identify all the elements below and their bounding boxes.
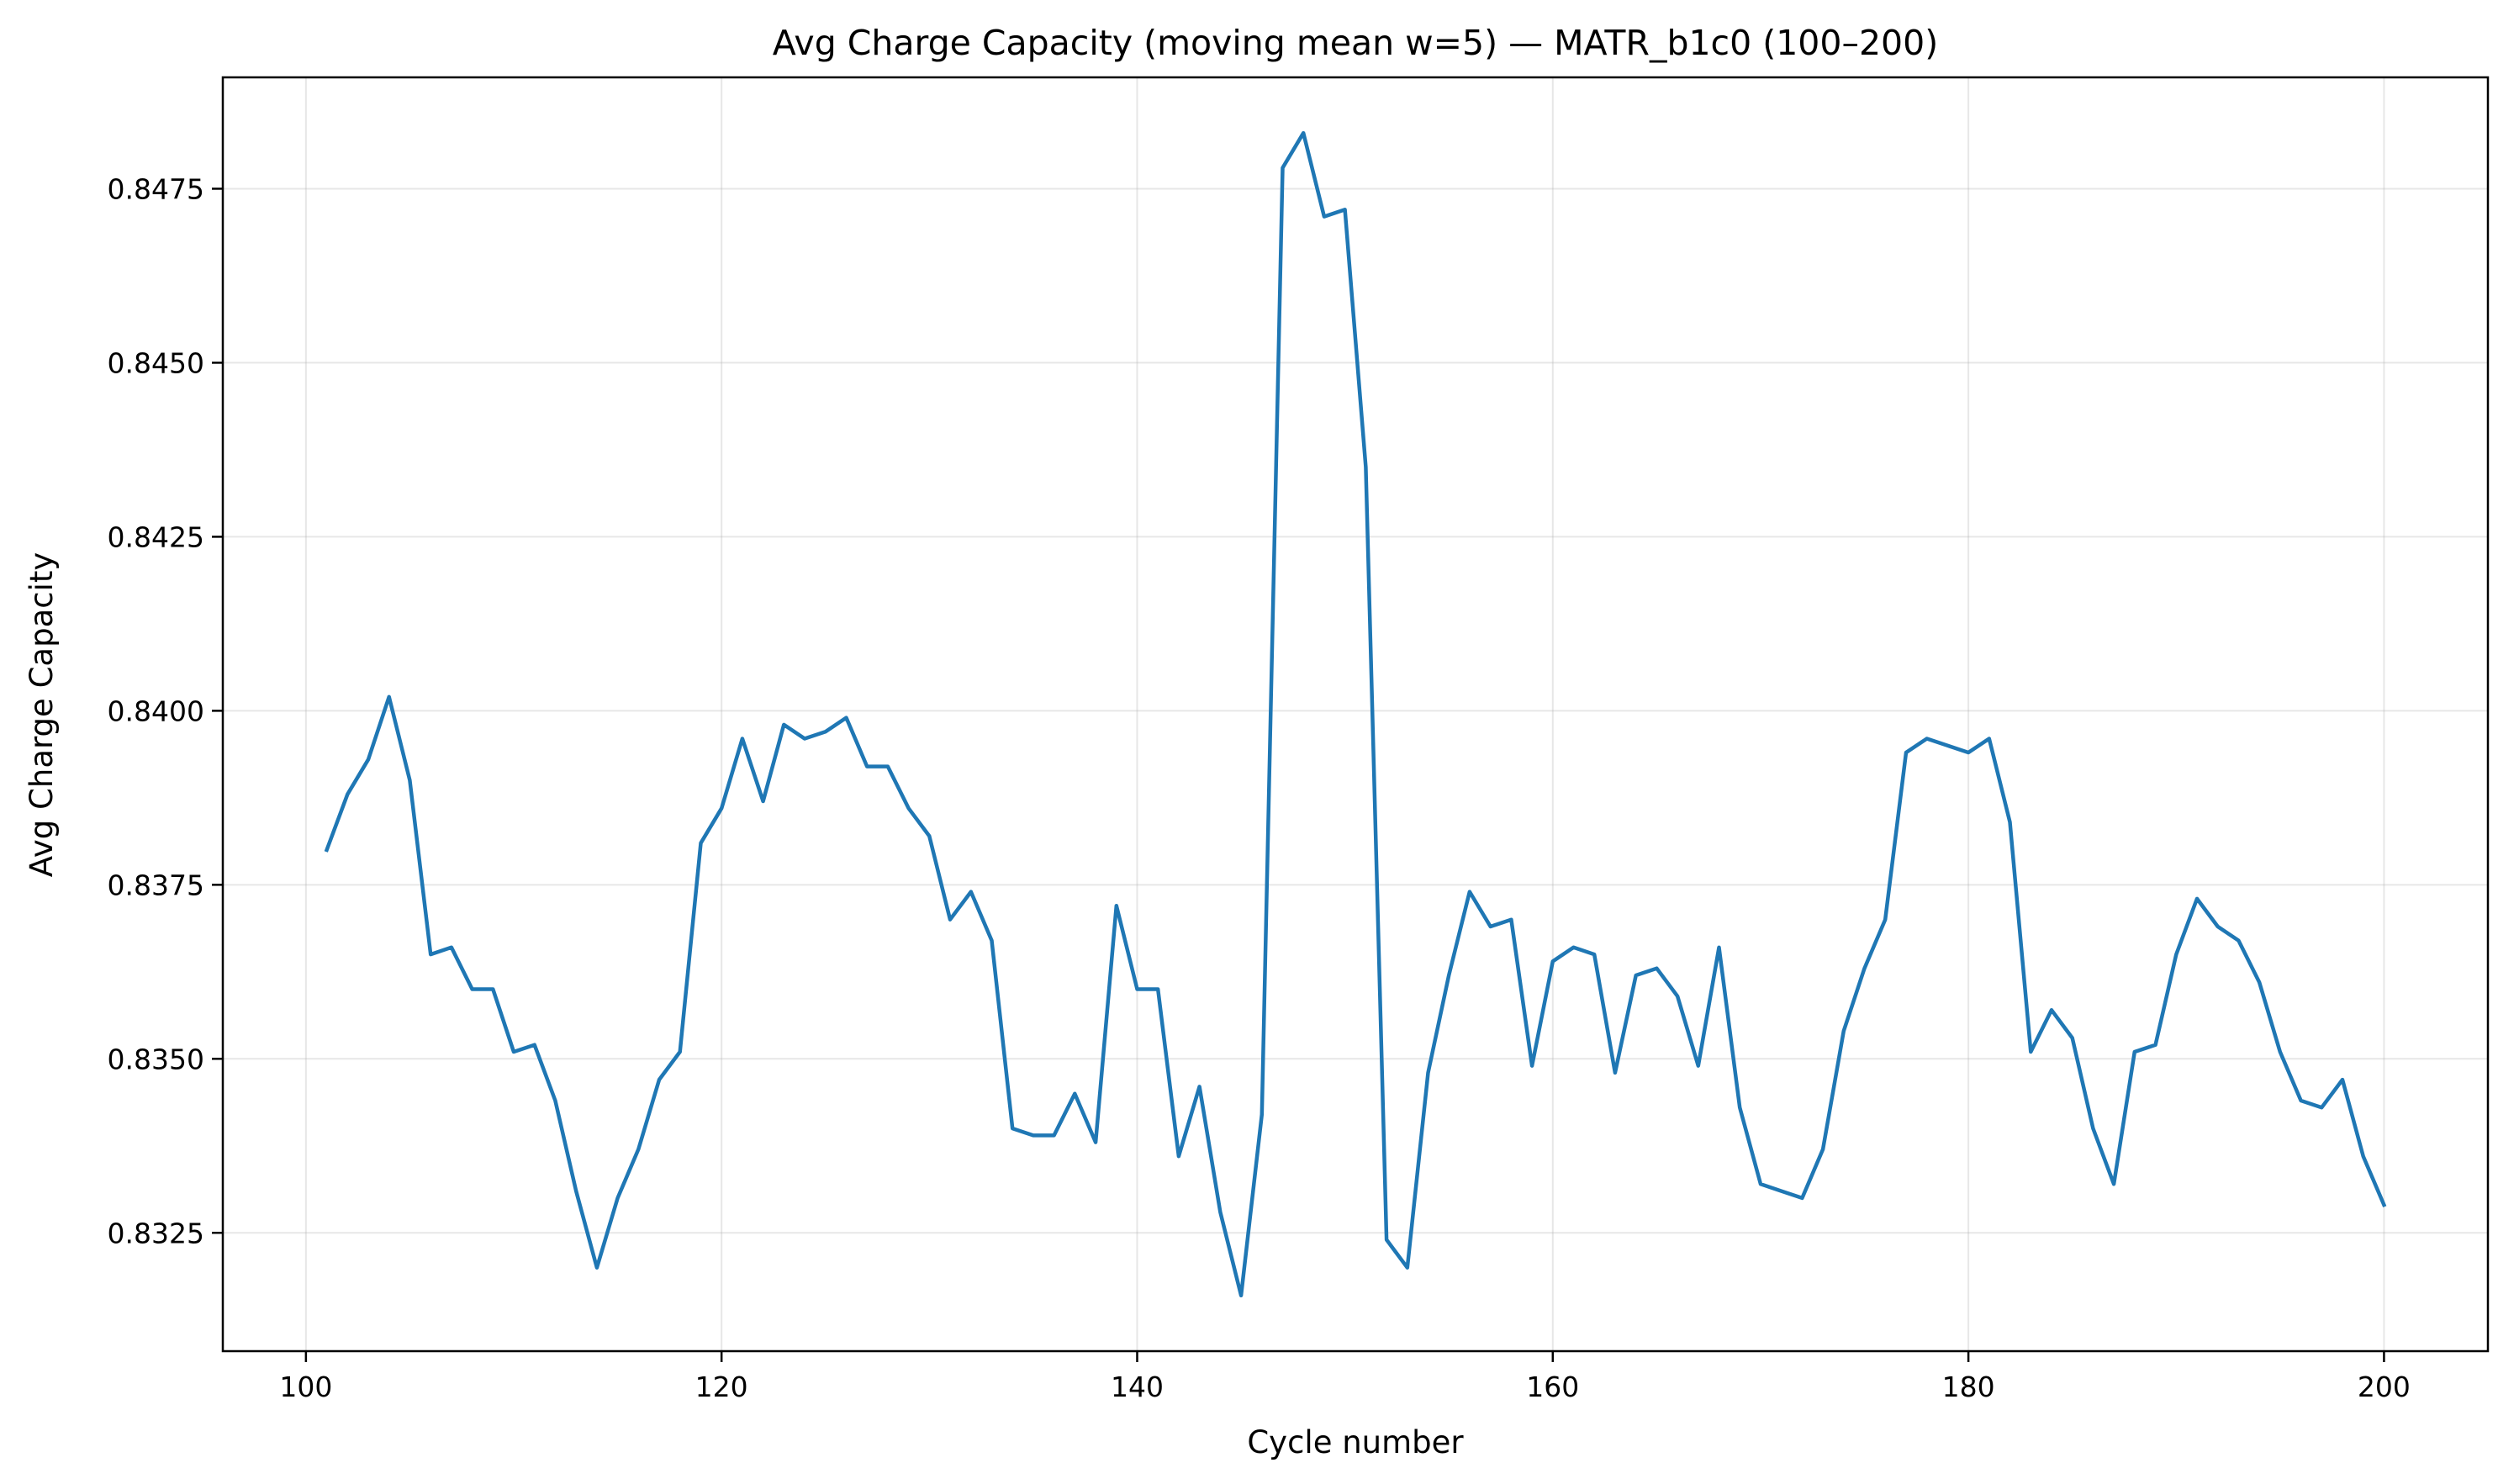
series-layer — [324, 130, 2387, 1298]
axis-ticks: 100 120 140 160 180 200 0.8325 0.8350 0.8375 0.84… — [108, 172, 2411, 1403]
x-tick-label: 100 — [279, 1370, 332, 1403]
x-tick-label: 180 — [1942, 1370, 1995, 1403]
x-tick-label: 160 — [1526, 1370, 1579, 1403]
y-tick-label: 0.8425 — [108, 520, 204, 553]
x-tick-label: 200 — [2358, 1370, 2411, 1403]
y-tick-label: 0.8350 — [108, 1043, 204, 1075]
y-tick-label: 0.8325 — [108, 1217, 204, 1249]
chart-title: Avg Charge Capacity (moving mean w=5) — … — [773, 23, 1938, 63]
x-tick-label: 140 — [1111, 1370, 1164, 1403]
y-axis-label: Avg Charge Capacity — [24, 552, 60, 878]
x-tick-label: 120 — [695, 1370, 748, 1403]
y-tick-label: 0.8475 — [108, 172, 204, 205]
y-tick-label: 0.8400 — [108, 694, 204, 727]
y-tick-label: 0.8450 — [108, 346, 204, 379]
plot-area-frame — [221, 76, 2490, 1353]
series-line — [324, 130, 2387, 1298]
x-axis-label: Cycle number — [1247, 1424, 1464, 1460]
grid — [223, 77, 2488, 1351]
y-tick-label: 0.8375 — [108, 869, 204, 901]
